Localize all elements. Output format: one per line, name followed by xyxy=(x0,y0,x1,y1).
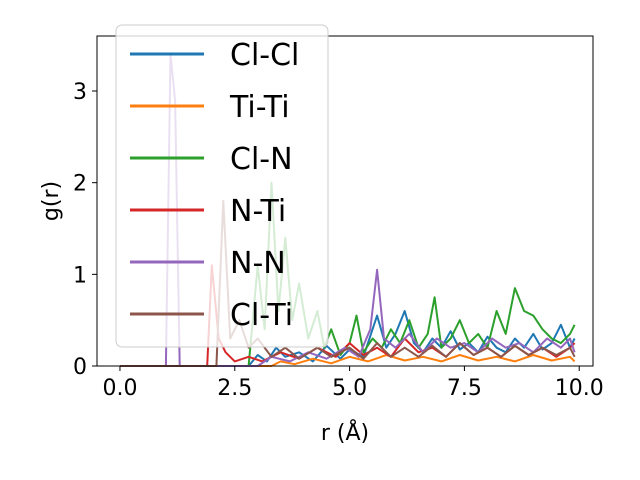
legend: Cl-Cl Ti-Ti Cl-N N-Ti N-N Cl-Ti xyxy=(115,24,329,348)
x-tick-label: 10.0 xyxy=(555,376,604,401)
x-tick-label: 7.5 xyxy=(447,376,482,401)
legend-label-n-n: N-N xyxy=(230,246,286,281)
plot-frame xyxy=(96,35,594,367)
x-tick-label: 5.0 xyxy=(332,376,367,401)
x-tick-label: 0.0 xyxy=(102,376,137,401)
ticks-layer: 0.0 2.5 5.0 7.5 10.0 0 1 2 3 xyxy=(73,80,604,401)
legend-label-cl-n: Cl-N xyxy=(230,142,293,177)
legend-label-ti-ti: Ti-Ti xyxy=(229,90,290,125)
legend-label-cl-ti: Cl-Ti xyxy=(230,298,293,333)
y-tick-label: 1 xyxy=(73,263,87,288)
legend-label-cl-cl: Cl-Cl xyxy=(230,38,299,73)
y-axis-label: g(r) xyxy=(39,181,64,221)
legend-label-n-ti: N-Ti xyxy=(230,194,286,229)
x-axis-label: r (Å) xyxy=(321,419,369,446)
x-tick-label: 2.5 xyxy=(217,376,252,401)
y-tick-label: 0 xyxy=(73,355,87,380)
y-tick-label: 3 xyxy=(73,80,87,105)
y-tick-label: 2 xyxy=(73,172,87,197)
legend-box xyxy=(115,24,329,348)
series-line-ti-ti xyxy=(120,354,576,367)
